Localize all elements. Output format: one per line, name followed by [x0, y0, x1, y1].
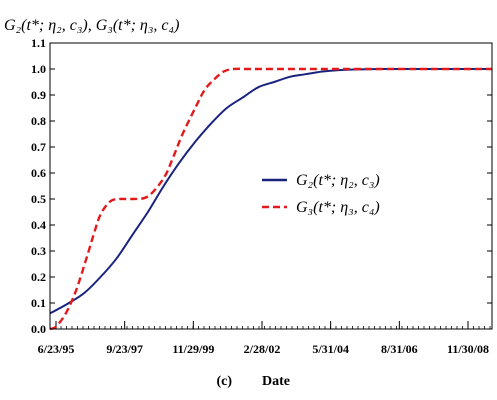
- y-tick-label: 0.4: [31, 218, 46, 232]
- x-tick-label: 2/28/02: [244, 342, 281, 356]
- y-axis-ticks: 0.0 0.1 0.2 0.3 0.4 0.5 0.6 0.7 0.8 0.9 1.0 1.1: [31, 36, 492, 336]
- x-tick-label: 11/29/99: [172, 342, 214, 356]
- y-tick-label: 0.6: [31, 166, 46, 180]
- x-tick-label: 9/23/97: [106, 342, 143, 356]
- y-tick-label: 1.1: [31, 36, 46, 50]
- series-layer: [49, 67, 492, 331]
- x-tick-label: 8/31/06: [381, 342, 418, 356]
- legend-label-1: G₂(t*; η₂, c₃): [296, 172, 380, 189]
- y-tick-label: 0.1: [31, 296, 46, 310]
- legend: G₂(t*; η₂, c₃) G₃(t*; η₃, c₄): [262, 172, 380, 216]
- y-axis-label: G₂(t*; η₂, c₃), G₃(t*; η₃, c₄): [4, 17, 179, 34]
- x-tick-label: 11/30/08: [447, 342, 489, 356]
- y-tick-label: 0.5: [31, 192, 46, 206]
- y-tick-label: 0.7: [31, 140, 46, 154]
- y-tick-label: 1.0: [31, 62, 46, 76]
- x-axis-label: Date: [262, 374, 290, 389]
- series-line-2: [49, 67, 492, 331]
- legend-label-2: G₃(t*; η₃, c₄): [296, 199, 380, 216]
- x-tick-label: 6/23/95: [38, 342, 75, 356]
- y-tick-label: 0.2: [31, 270, 46, 284]
- y-tick-label: 0.8: [31, 114, 46, 128]
- plot-frame: [49, 42, 493, 330]
- panel-label: (c): [216, 374, 232, 389]
- series-line-1: [49, 67, 492, 315]
- y-tick-label: 0.3: [31, 244, 46, 258]
- x-axis-ticks: 6/23/95 9/23/97 11/29/99 2/28/02 5/31/04 8/31…: [38, 321, 491, 356]
- y-tick-label: 0.9: [31, 88, 46, 102]
- y-tick-label: 0.0: [31, 322, 46, 336]
- x-tick-label: 5/31/04: [312, 342, 349, 356]
